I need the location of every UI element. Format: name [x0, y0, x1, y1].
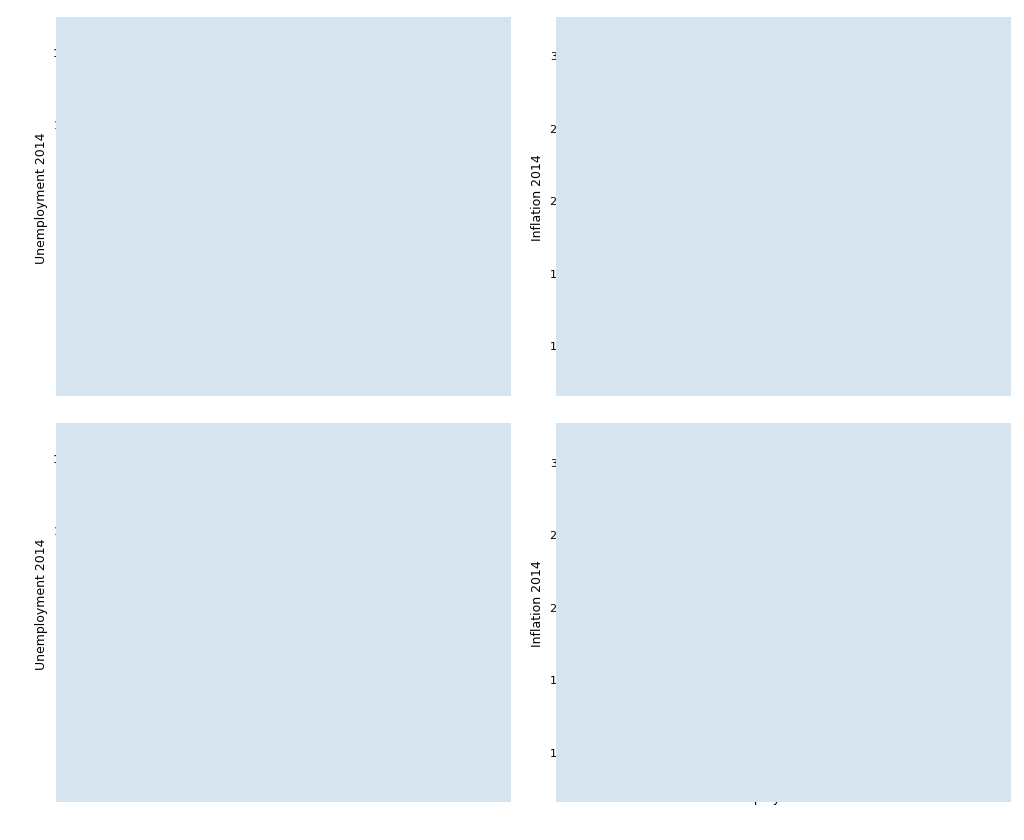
Text: USA: USA	[728, 654, 751, 664]
Y-axis label: Unemployment 2014: Unemployment 2014	[35, 132, 48, 264]
Point	[454, 60, 470, 74]
Y-axis label: Inflation 2014: Inflation 2014	[531, 560, 544, 648]
Text: USA: USA	[227, 258, 250, 268]
X-axis label: Debt 2014: Debt 2014	[250, 792, 316, 806]
Point	[172, 641, 188, 654]
Point	[106, 467, 123, 480]
Text: USA: USA	[185, 643, 209, 653]
Text: EA: EA	[120, 469, 134, 479]
Point	[612, 492, 629, 506]
Text: Japan: Japan	[439, 759, 470, 769]
Point	[213, 256, 229, 270]
Text: EA: EA	[467, 62, 482, 72]
Point	[788, 245, 805, 259]
Text: Japan: Japan	[111, 352, 141, 362]
Text: EA: EA	[940, 711, 954, 722]
X-axis label: Deficit 2014: Deficit 2014	[245, 386, 322, 399]
Text: Japan: Japan	[626, 494, 657, 504]
X-axis label: Deficit 2014: Deficit 2014	[745, 386, 821, 399]
X-axis label: Unemployment 2014: Unemployment 2014	[718, 792, 849, 806]
Point	[426, 757, 442, 770]
Point	[714, 652, 730, 665]
Text: Japan: Japan	[610, 87, 641, 97]
Text: EA: EA	[968, 305, 982, 315]
Point	[96, 350, 113, 364]
Point	[926, 710, 942, 723]
Y-axis label: Unemployment 2014: Unemployment 2014	[35, 538, 48, 669]
Point	[596, 86, 612, 99]
Y-axis label: Inflation 2014: Inflation 2014	[531, 155, 544, 241]
Text: USA: USA	[803, 247, 825, 257]
Point	[953, 303, 970, 317]
